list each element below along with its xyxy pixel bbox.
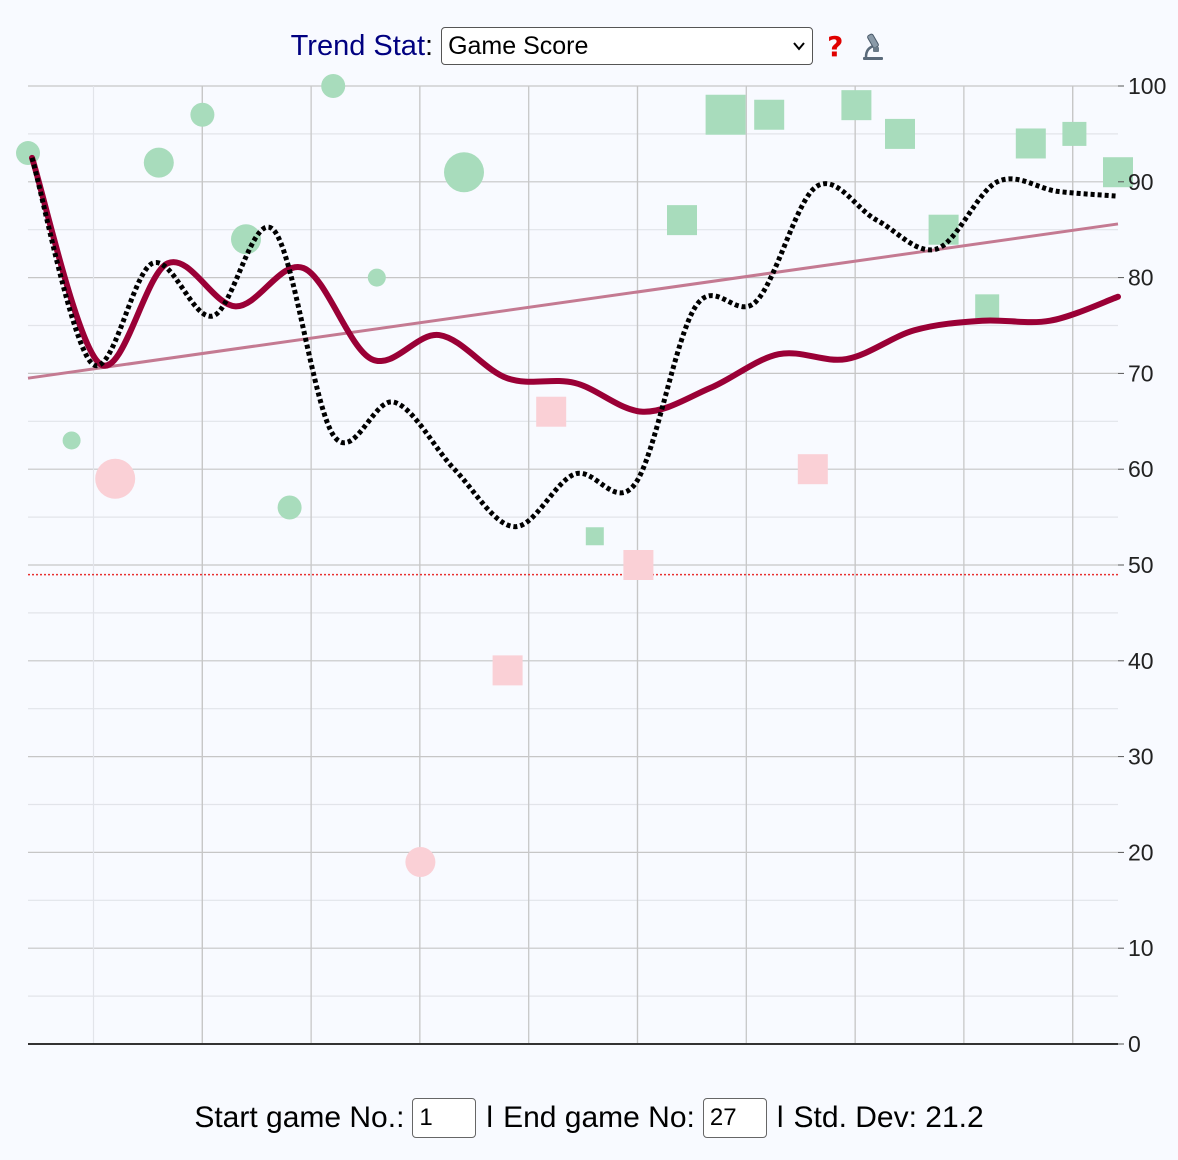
trend-stat-colon: : [425, 29, 434, 62]
y-tick-label: 50 [1128, 552, 1154, 578]
data-point-square [928, 214, 959, 245]
y-axis-ticks: 0 10 20 30 40 50 60 70 80 90 100 [1118, 73, 1166, 1057]
y-tick-label: 70 [1128, 360, 1154, 386]
y-tick-label: 60 [1128, 456, 1154, 482]
end-game-input[interactable]: 27 [702, 1098, 767, 1138]
data-point-circle [190, 102, 215, 127]
separator-1: l [486, 1101, 494, 1134]
std-dev-readout: Std. Dev: 21.2 [793, 1101, 984, 1134]
y-tick-label: 10 [1128, 935, 1154, 961]
regression-line-group [27, 222, 1119, 380]
short-term-average-line [29, 157, 1119, 530]
separator-2: l [776, 1101, 784, 1134]
y-tick-label: 40 [1128, 648, 1154, 674]
microscope-icon[interactable] [857, 31, 887, 61]
data-point-square [841, 90, 872, 121]
trend-stat-selected-value: Game Score [448, 31, 589, 60]
data-point-circle [277, 495, 302, 520]
data-point-square [885, 118, 915, 149]
y-tick-label: 100 [1128, 73, 1166, 99]
data-point-square [1015, 128, 1046, 159]
y-tick-label: 80 [1128, 265, 1154, 291]
chevron-down-icon [793, 42, 805, 51]
help-icon[interactable]: ? [827, 29, 844, 63]
data-points-group [16, 74, 1133, 877]
game-score-chart: 0 10 20 30 40 50 60 70 80 90 100 [16, 73, 1166, 1057]
data-point-circle [16, 141, 40, 166]
data-point-square [623, 550, 654, 580]
y-tick-label: 30 [1128, 744, 1154, 770]
y-tick-label: 0 [1128, 1031, 1141, 1057]
data-point-square [585, 527, 604, 546]
data-point-circle [367, 268, 386, 287]
y-tick-label: 90 [1128, 169, 1154, 195]
data-point-square [797, 454, 828, 485]
data-point-square [667, 205, 697, 236]
data-point-circle [143, 147, 174, 178]
end-game-label: End game No: [503, 1101, 695, 1134]
trend-stat-select[interactable]: Game Score [441, 27, 814, 65]
data-point-square [705, 94, 746, 135]
trend-stat-label: Trend Stat [290, 29, 425, 62]
trend-stat-bar: Trend Stat : Game Score ? [0, 26, 1178, 66]
data-point-circle [405, 846, 436, 877]
data-point-circle [444, 152, 484, 193]
data-point-circle [95, 458, 136, 499]
data-point-square [536, 396, 567, 427]
range-controls: Start game No.: 1 l End game No: 27 l St… [0, 1097, 1178, 1139]
start-game-label: Start game No.: [194, 1101, 405, 1134]
data-point-square [754, 99, 785, 130]
data-point-square [1062, 121, 1087, 146]
chart-grid [28, 85, 1118, 1044]
regression-line [27, 222, 1119, 380]
y-tick-label: 20 [1128, 839, 1154, 865]
data-point-square [975, 294, 1000, 319]
data-point-circle [321, 74, 346, 98]
data-point-circle [62, 431, 81, 450]
data-point-square [492, 655, 523, 686]
rolling-average-line [29, 154, 1121, 415]
series-lines-group [29, 154, 1121, 530]
data-point-circle [231, 224, 261, 255]
start-game-input[interactable]: 1 [412, 1098, 477, 1138]
